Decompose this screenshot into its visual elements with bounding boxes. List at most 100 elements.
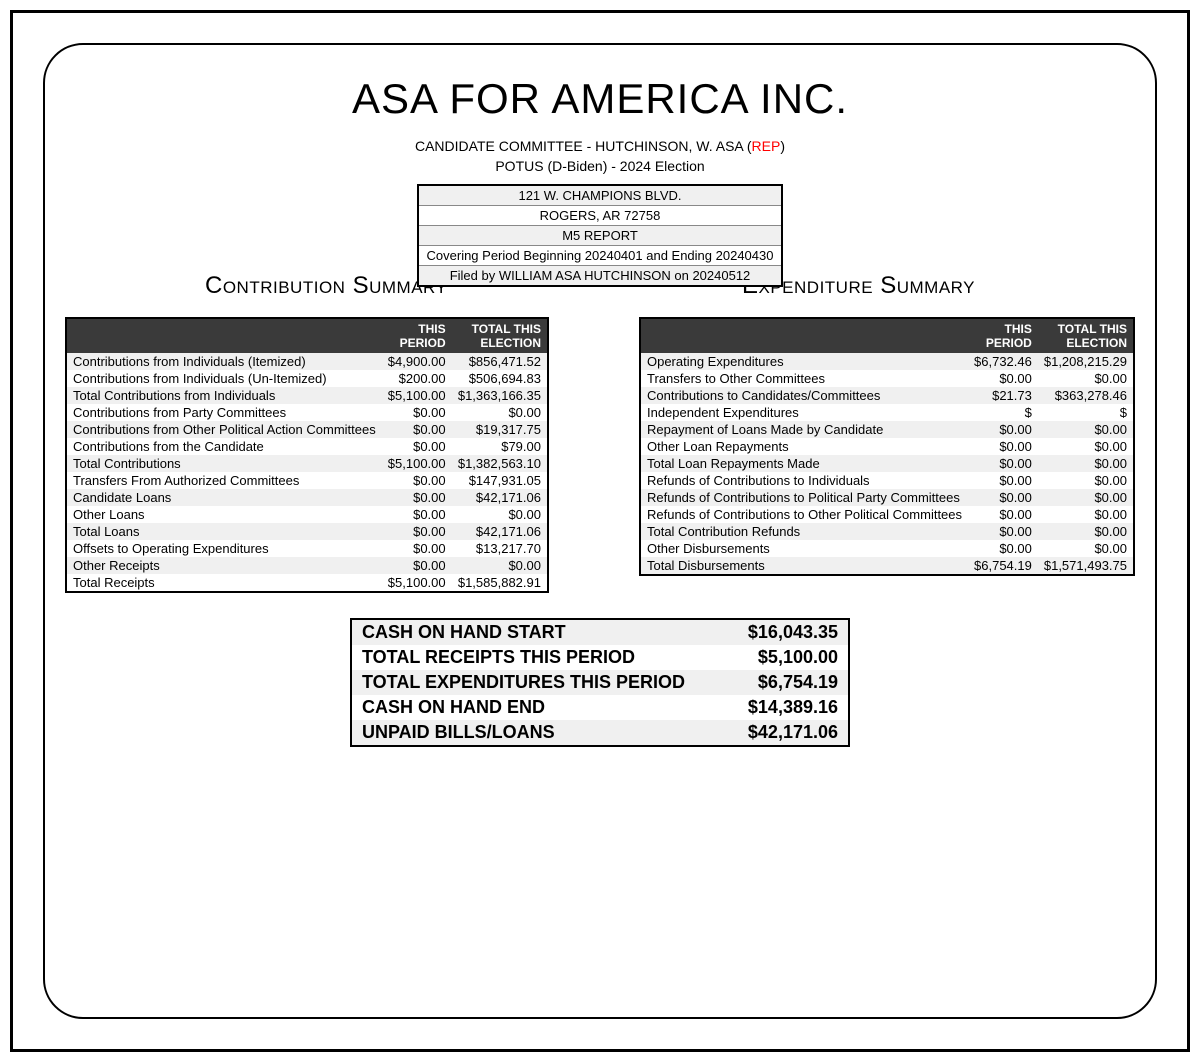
row-label: Other Loan Repayments bbox=[640, 438, 968, 455]
row-label: Total Contributions from Individuals bbox=[66, 387, 382, 404]
info-filed-by: Filed by WILLIAM ASA HUTCHINSON on 20240… bbox=[419, 266, 782, 285]
table-row: Total Disbursements$6,754.19$1,571,493.7… bbox=[640, 557, 1134, 575]
table-row: Total Loan Repayments Made$0.00$0.00 bbox=[640, 455, 1134, 472]
summary-row: CASH ON HAND END$14,389.16 bbox=[352, 695, 848, 720]
row-total: $79.00 bbox=[452, 438, 548, 455]
table-row: Other Loan Repayments$0.00$0.00 bbox=[640, 438, 1134, 455]
row-label: Total Disbursements bbox=[640, 557, 968, 575]
table-row: Refunds of Contributions to Other Politi… bbox=[640, 506, 1134, 523]
row-label: Repayment of Loans Made by Candidate bbox=[640, 421, 968, 438]
table-row: Total Loans$0.00$42,171.06 bbox=[66, 523, 548, 540]
summary-value: $42,171.06 bbox=[748, 722, 838, 743]
row-period: $0.00 bbox=[968, 455, 1038, 472]
row-total: $1,382,563.10 bbox=[452, 455, 548, 472]
table-row: Repayment of Loans Made by Candidate$0.0… bbox=[640, 421, 1134, 438]
row-label: Contributions from the Candidate bbox=[66, 438, 382, 455]
row-label: Contributions from Individuals (Itemized… bbox=[66, 353, 382, 370]
table-row: Candidate Loans$0.00$42,171.06 bbox=[66, 489, 548, 506]
info-box: 121 W. CHAMPIONS BLVD. ROGERS, AR 72758 … bbox=[417, 184, 784, 287]
info-report-type: M5 REPORT bbox=[419, 226, 782, 246]
info-period: Covering Period Beginning 20240401 and E… bbox=[419, 246, 782, 266]
party-label: REP bbox=[752, 138, 781, 154]
election-line: POTUS (D-Biden) - 2024 Election bbox=[65, 158, 1135, 174]
row-total: $0.00 bbox=[452, 404, 548, 421]
row-period: $0.00 bbox=[382, 523, 452, 540]
candidate-suffix: ) bbox=[780, 138, 785, 154]
table-row: Transfers From Authorized Committees$0.0… bbox=[66, 472, 548, 489]
summary-label: CASH ON HAND END bbox=[362, 697, 545, 718]
row-total: $0.00 bbox=[1038, 438, 1134, 455]
row-label: Total Contributions bbox=[66, 455, 382, 472]
row-total: $0.00 bbox=[1038, 506, 1134, 523]
row-period: $0.00 bbox=[382, 540, 452, 557]
expenditure-header-blank bbox=[640, 318, 968, 353]
row-period: $6,732.46 bbox=[968, 353, 1038, 370]
row-period: $0.00 bbox=[968, 506, 1038, 523]
table-row: Independent Expenditures$$ bbox=[640, 404, 1134, 421]
summary-label: TOTAL RECEIPTS THIS PERIOD bbox=[362, 647, 635, 668]
row-total: $363,278.46 bbox=[1038, 387, 1134, 404]
row-period: $6,754.19 bbox=[968, 557, 1038, 575]
expenditure-table-wrap: Expenditure Summary THIS PERIOD TOTAL TH… bbox=[639, 317, 1135, 593]
summary-value: $5,100.00 bbox=[758, 647, 838, 668]
inner-panel: ASA FOR AMERICA INC. CANDIDATE COMMITTEE… bbox=[43, 43, 1157, 1019]
table-row: Contributions from Party Committees $0.00… bbox=[66, 404, 548, 421]
expenditure-header-period: THIS PERIOD bbox=[968, 318, 1038, 353]
contribution-header-period: THIS PERIOD bbox=[382, 318, 452, 353]
row-period: $0.00 bbox=[968, 472, 1038, 489]
row-label: Contributions from Party Committees bbox=[66, 404, 382, 421]
row-total: $0.00 bbox=[1038, 472, 1134, 489]
header: ASA FOR AMERICA INC. CANDIDATE COMMITTEE… bbox=[65, 75, 1135, 287]
row-label: Other Disbursements bbox=[640, 540, 968, 557]
summary-value: $16,043.35 bbox=[748, 622, 838, 643]
row-total: $147,931.05 bbox=[452, 472, 548, 489]
table-row: Contributions from the Candidate$0.00$79… bbox=[66, 438, 548, 455]
row-period: $0.00 bbox=[968, 540, 1038, 557]
row-period: $0.00 bbox=[968, 370, 1038, 387]
row-total: $ bbox=[1038, 404, 1134, 421]
row-label: Candidate Loans bbox=[66, 489, 382, 506]
summary-row: TOTAL EXPENDITURES THIS PERIOD$6,754.19 bbox=[352, 670, 848, 695]
row-total: $1,571,493.75 bbox=[1038, 557, 1134, 575]
row-period: $0.00 bbox=[382, 438, 452, 455]
row-label: Contributions from Other Political Actio… bbox=[66, 421, 382, 438]
table-row: Offsets to Operating Expenditures$0.00$1… bbox=[66, 540, 548, 557]
contribution-header-total: TOTAL THIS ELECTION bbox=[452, 318, 548, 353]
row-label: Refunds of Contributions to Political Pa… bbox=[640, 489, 968, 506]
expenditure-header-total: TOTAL THIS ELECTION bbox=[1038, 318, 1134, 353]
row-total: $19,317.75 bbox=[452, 421, 548, 438]
row-total: $0.00 bbox=[1038, 540, 1134, 557]
summary-label: TOTAL EXPENDITURES THIS PERIOD bbox=[362, 672, 685, 693]
table-row: Total Receipts$5,100.00$1,585,882.91 bbox=[66, 574, 548, 592]
row-period: $21.73 bbox=[968, 387, 1038, 404]
row-period: $4,900.00 bbox=[382, 353, 452, 370]
summary-label: CASH ON HAND START bbox=[362, 622, 566, 643]
row-label: Other Loans bbox=[66, 506, 382, 523]
row-label: Independent Expenditures bbox=[640, 404, 968, 421]
row-total: $1,585,882.91 bbox=[452, 574, 548, 592]
row-period: $0.00 bbox=[382, 557, 452, 574]
org-name: ASA FOR AMERICA INC. bbox=[65, 75, 1135, 123]
table-row: Total Contributions from Individuals$5,1… bbox=[66, 387, 548, 404]
info-address2: ROGERS, AR 72758 bbox=[419, 206, 782, 226]
contribution-table-wrap: Contribution Summary THIS PERIOD TOTAL T… bbox=[65, 317, 549, 593]
row-period: $ bbox=[968, 404, 1038, 421]
row-total: $0.00 bbox=[1038, 523, 1134, 540]
table-row: Other Disbursements$0.00$0.00 bbox=[640, 540, 1134, 557]
contribution-header-row: THIS PERIOD TOTAL THIS ELECTION bbox=[66, 318, 548, 353]
row-total: $42,171.06 bbox=[452, 489, 548, 506]
summary-row: TOTAL RECEIPTS THIS PERIOD $5,100.00 bbox=[352, 645, 848, 670]
row-label: Operating Expenditures bbox=[640, 353, 968, 370]
row-period: $0.00 bbox=[382, 421, 452, 438]
row-total: $13,217.70 bbox=[452, 540, 548, 557]
row-label: Transfers to Other Committees bbox=[640, 370, 968, 387]
tables-row: Contribution Summary THIS PERIOD TOTAL T… bbox=[65, 317, 1135, 593]
row-label: Contributions from Individuals (Un-Itemi… bbox=[66, 370, 382, 387]
table-row: Operating Expenditures$6,732.46$1,208,21… bbox=[640, 353, 1134, 370]
row-period: $0.00 bbox=[382, 506, 452, 523]
contribution-header-blank bbox=[66, 318, 382, 353]
row-total: $1,208,215.29 bbox=[1038, 353, 1134, 370]
table-row: Transfers to Other Committees$0.00$0.00 bbox=[640, 370, 1134, 387]
row-label: Refunds of Contributions to Individuals bbox=[640, 472, 968, 489]
row-period: $0.00 bbox=[968, 438, 1038, 455]
